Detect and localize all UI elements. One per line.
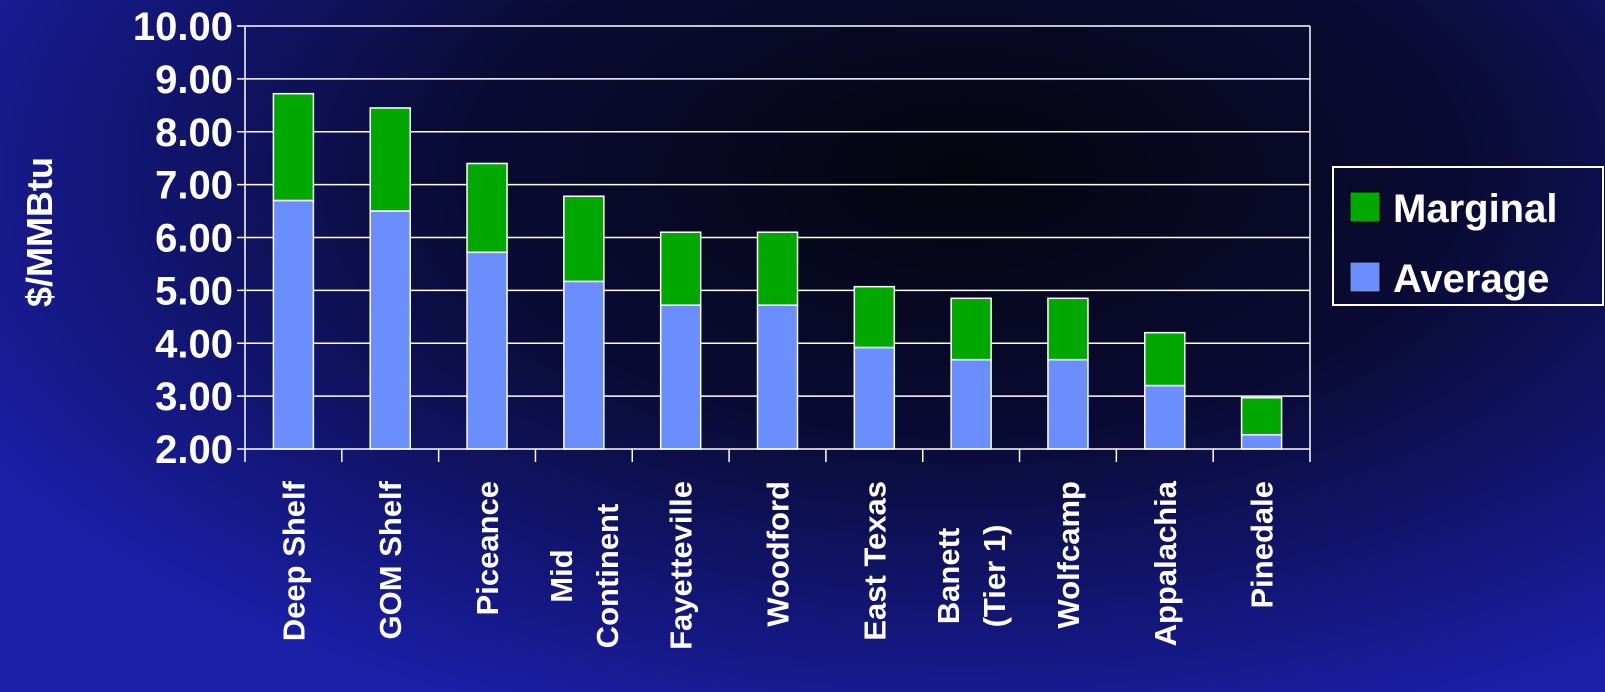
x-category-label-line: Mid [544,549,579,602]
y-tick-label: 3.00 [155,375,233,419]
x-category-label-line: Wolfcamp [1051,481,1086,629]
x-category-label-line: Appalachia [1148,480,1183,646]
bar-marginal [950,297,992,361]
x-category-label-line: Woodford [761,481,796,627]
bar-average [369,210,411,450]
bar-average [563,280,605,450]
y-axis-title: $/MMBtu [19,157,60,307]
x-category-label-line: Banett [931,528,966,624]
x-category-label: Woodford [761,481,796,627]
y-tick-label: 4.00 [155,322,233,366]
x-category-label: Banett (Tier 1) [931,525,1012,628]
x-category-label-line: (Tier 1) [977,525,1012,628]
bar-marginal [659,231,702,306]
bar-average [466,251,508,450]
y-tick-label: 9.00 [155,58,233,102]
bar-average [1144,384,1186,450]
y-tick-label: 7.00 [155,164,233,208]
legend-swatch-marginal [1349,191,1381,223]
bar-marginal [272,92,315,202]
x-category-label: East Texas [857,481,892,641]
bar-average [659,304,702,450]
legend-box [1332,166,1604,306]
x-category-label: Wolfcamp [1051,481,1086,629]
legend-label-average: Average [1393,257,1549,301]
bar-marginal [563,195,605,283]
y-tick-label: 8.00 [155,111,233,155]
x-category-label-line: GOM Shelf [373,480,408,639]
bar-marginal [1144,331,1186,387]
y-tick-label: 2.00 [155,428,233,472]
bar-average [1047,358,1089,450]
x-category-labels: Deep Shelf GOM Shelf Piceance Mid Continent F… [276,480,1279,650]
x-category-label-line: East Texas [857,481,892,641]
x-category-label: Fayetteville [664,481,699,650]
bar-marginal [1240,396,1283,436]
y-tick-label: 10.00 [133,5,233,49]
bar-average [272,199,315,450]
x-category-label: Piceance [470,481,505,615]
x-category-label-line: Pinedale [1245,481,1280,609]
legend: Marginal Average [1332,166,1604,306]
x-category-label-line: Piceance [470,481,505,615]
y-tick-label: 6.00 [155,217,233,261]
bar-marginal [756,231,799,306]
bar-marginal [369,107,411,212]
bar-average [853,346,896,450]
bar-marginal [1047,297,1089,361]
legend-label-marginal: Marginal [1393,187,1557,231]
bar-marginal [853,285,896,349]
y-tick-labels: 10.00 9.00 8.00 7.00 6.00 5.00 4.00 3.00 2.00 [133,5,233,472]
bar-marginal [466,162,508,254]
x-category-label: Mid Continent [544,504,625,649]
x-category-label-line: Fayetteville [664,481,699,650]
x-category-label: Pinedale [1245,481,1280,609]
y-tick-label: 5.00 [155,269,233,313]
bars [272,92,1283,450]
x-category-label-line: Continent [590,504,625,649]
x-category-label: GOM Shelf [373,480,408,639]
x-category-label-line: Deep Shelf [276,480,311,641]
legend-swatch-average [1349,261,1381,293]
x-category-label: Appalachia [1148,480,1183,646]
axes [237,25,1311,462]
bar-average [950,358,992,450]
bar-average [1240,433,1283,450]
x-category-label: Deep Shelf [276,480,311,641]
bar-average [756,304,799,450]
